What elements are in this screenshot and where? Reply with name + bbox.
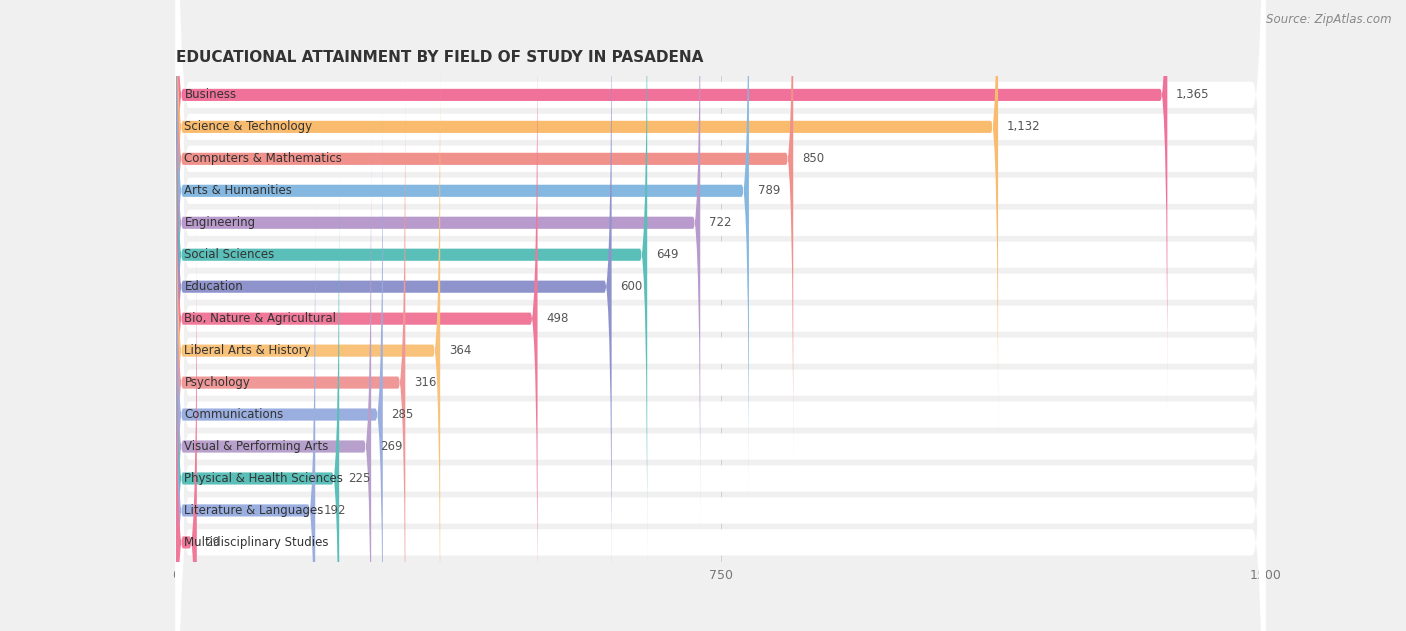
Text: Computers & Mathematics: Computers & Mathematics: [184, 152, 342, 165]
FancyBboxPatch shape: [176, 0, 1265, 631]
FancyBboxPatch shape: [176, 0, 1265, 631]
Text: Arts & Humanities: Arts & Humanities: [184, 184, 292, 198]
Text: Communications: Communications: [184, 408, 284, 421]
FancyBboxPatch shape: [176, 165, 339, 631]
FancyBboxPatch shape: [176, 0, 1265, 631]
Text: 29: 29: [205, 536, 221, 549]
Text: Science & Technology: Science & Technology: [184, 121, 312, 133]
FancyBboxPatch shape: [176, 69, 405, 631]
Text: Visual & Performing Arts: Visual & Performing Arts: [184, 440, 329, 453]
FancyBboxPatch shape: [176, 133, 371, 631]
Text: Physical & Health Sciences: Physical & Health Sciences: [184, 472, 343, 485]
Text: 600: 600: [620, 280, 643, 293]
Text: Education: Education: [184, 280, 243, 293]
Text: Literature & Languages: Literature & Languages: [184, 504, 323, 517]
FancyBboxPatch shape: [176, 0, 1265, 631]
Text: Source: ZipAtlas.com: Source: ZipAtlas.com: [1267, 13, 1392, 26]
FancyBboxPatch shape: [176, 37, 440, 631]
FancyBboxPatch shape: [176, 0, 700, 536]
Text: 192: 192: [323, 504, 346, 517]
FancyBboxPatch shape: [176, 0, 1265, 631]
FancyBboxPatch shape: [176, 229, 197, 631]
FancyBboxPatch shape: [176, 0, 1167, 408]
FancyBboxPatch shape: [176, 0, 793, 473]
FancyBboxPatch shape: [176, 0, 749, 504]
Text: 1,365: 1,365: [1175, 88, 1209, 102]
FancyBboxPatch shape: [176, 0, 1265, 631]
Text: 789: 789: [758, 184, 780, 198]
FancyBboxPatch shape: [176, 0, 612, 600]
Text: 722: 722: [709, 216, 731, 229]
Text: 316: 316: [413, 376, 436, 389]
Text: Liberal Arts & History: Liberal Arts & History: [184, 344, 311, 357]
Text: Multidisciplinary Studies: Multidisciplinary Studies: [184, 536, 329, 549]
Text: 649: 649: [657, 248, 679, 261]
Text: 364: 364: [449, 344, 471, 357]
Text: 269: 269: [380, 440, 402, 453]
Text: 225: 225: [347, 472, 370, 485]
FancyBboxPatch shape: [176, 0, 1265, 631]
FancyBboxPatch shape: [176, 0, 1265, 631]
Text: 850: 850: [801, 152, 824, 165]
FancyBboxPatch shape: [176, 0, 1265, 631]
FancyBboxPatch shape: [176, 5, 537, 631]
FancyBboxPatch shape: [176, 0, 1265, 631]
Text: EDUCATIONAL ATTAINMENT BY FIELD OF STUDY IN PASADENA: EDUCATIONAL ATTAINMENT BY FIELD OF STUDY…: [176, 50, 703, 65]
Text: Bio, Nature & Agricultural: Bio, Nature & Agricultural: [184, 312, 336, 325]
Text: 1,132: 1,132: [1007, 121, 1040, 133]
Text: Social Sciences: Social Sciences: [184, 248, 274, 261]
FancyBboxPatch shape: [176, 0, 647, 569]
Text: 498: 498: [546, 312, 568, 325]
Text: 285: 285: [391, 408, 413, 421]
FancyBboxPatch shape: [176, 0, 998, 440]
Text: Psychology: Psychology: [184, 376, 250, 389]
Text: Business: Business: [184, 88, 236, 102]
FancyBboxPatch shape: [176, 197, 315, 631]
FancyBboxPatch shape: [176, 101, 382, 631]
FancyBboxPatch shape: [176, 0, 1265, 631]
FancyBboxPatch shape: [176, 0, 1265, 631]
FancyBboxPatch shape: [176, 0, 1265, 631]
FancyBboxPatch shape: [176, 0, 1265, 631]
Text: Engineering: Engineering: [184, 216, 256, 229]
FancyBboxPatch shape: [176, 0, 1265, 631]
